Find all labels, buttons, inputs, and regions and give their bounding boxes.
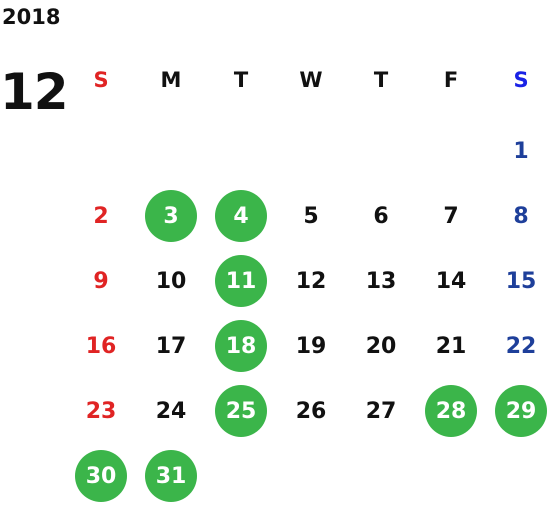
weekday-header-wednesday: W	[299, 68, 323, 92]
day-cell[interactable]: 24	[136, 381, 206, 441]
day-cell[interactable]: 18	[206, 316, 276, 376]
day-cell[interactable]: 8	[486, 186, 548, 246]
day-cell[interactable]: 31	[136, 446, 206, 506]
day-number: 26	[295, 398, 327, 424]
day-number: 27	[365, 398, 397, 424]
day-cell[interactable]: 26	[276, 381, 346, 441]
day-cell[interactable]: 6	[346, 186, 416, 246]
day-cell[interactable]: 4	[206, 186, 276, 246]
highlighted-day-number: 11	[215, 255, 267, 307]
day-cell[interactable]: 22	[486, 316, 548, 376]
day-number: 17	[155, 333, 187, 359]
year-label: 2018	[2, 5, 61, 29]
month-label: 12	[0, 63, 69, 121]
day-cell[interactable]: 14	[416, 251, 486, 311]
highlighted-day-number: 4	[215, 190, 267, 242]
day-number: 20	[365, 333, 397, 359]
highlighted-day-number: 31	[145, 450, 197, 502]
highlighted-day-number: 25	[215, 385, 267, 437]
day-number: 15	[505, 268, 537, 294]
day-cell[interactable]: 16	[66, 316, 136, 376]
day-number: 1	[513, 138, 529, 164]
weekday-header-monday: M	[160, 68, 182, 92]
day-cell[interactable]: 19	[276, 316, 346, 376]
day-cell[interactable]: 29	[486, 381, 548, 441]
week-row: 16 17 18 19 20 21 22	[66, 316, 548, 376]
day-number: 8	[513, 203, 529, 229]
day-number: 10	[155, 268, 187, 294]
highlighted-day-number: 18	[215, 320, 267, 372]
day-number: 12	[295, 268, 327, 294]
day-cell[interactable]: 9	[66, 251, 136, 311]
day-cell[interactable]: 30	[66, 446, 136, 506]
day-cell[interactable]: 17	[136, 316, 206, 376]
day-number: 19	[295, 333, 327, 359]
highlighted-day-number: 28	[425, 385, 477, 437]
day-cell[interactable]: 13	[346, 251, 416, 311]
week-row: 23 24 25 26 27 28 29	[66, 381, 548, 441]
weekday-header-thursday: T	[373, 68, 389, 92]
week-row: 30 31	[66, 446, 548, 506]
highlighted-day-number: 3	[145, 190, 197, 242]
day-number: 22	[505, 333, 537, 359]
day-number: 6	[373, 203, 389, 229]
day-cell[interactable]: 23	[66, 381, 136, 441]
highlighted-day-number: 29	[495, 385, 547, 437]
day-cell[interactable]: 7	[416, 186, 486, 246]
day-number: 9	[93, 268, 109, 294]
day-cell[interactable]: 12	[276, 251, 346, 311]
day-cell[interactable]: 2	[66, 186, 136, 246]
day-cell[interactable]: 10	[136, 251, 206, 311]
day-cell[interactable]: 15	[486, 251, 548, 311]
day-number: 16	[85, 333, 117, 359]
day-cell[interactable]: 3	[136, 186, 206, 246]
day-cell[interactable]: 21	[416, 316, 486, 376]
weekday-header-sunday: S	[93, 68, 109, 92]
day-number: 5	[303, 203, 319, 229]
weekday-header-tuesday: T	[233, 68, 249, 92]
day-cell[interactable]: 28	[416, 381, 486, 441]
day-cell[interactable]: 11	[206, 251, 276, 311]
highlighted-day-number: 30	[75, 450, 127, 502]
day-number: 21	[435, 333, 467, 359]
day-cell[interactable]: 5	[276, 186, 346, 246]
week-row: 9 10 11 12 13 14 15	[66, 251, 548, 311]
weekday-header-saturday: S	[513, 68, 529, 92]
weekday-header-friday: F	[443, 68, 459, 92]
week-row: 1	[66, 121, 548, 181]
day-number: 7	[443, 203, 459, 229]
day-number: 24	[155, 398, 187, 424]
day-cell[interactable]: 20	[346, 316, 416, 376]
day-cell[interactable]: 25	[206, 381, 276, 441]
day-cell[interactable]: 27	[346, 381, 416, 441]
day-number: 13	[365, 268, 397, 294]
day-number: 14	[435, 268, 467, 294]
day-cell[interactable]: 1	[486, 121, 548, 181]
day-number: 23	[85, 398, 117, 424]
day-number: 2	[93, 203, 109, 229]
